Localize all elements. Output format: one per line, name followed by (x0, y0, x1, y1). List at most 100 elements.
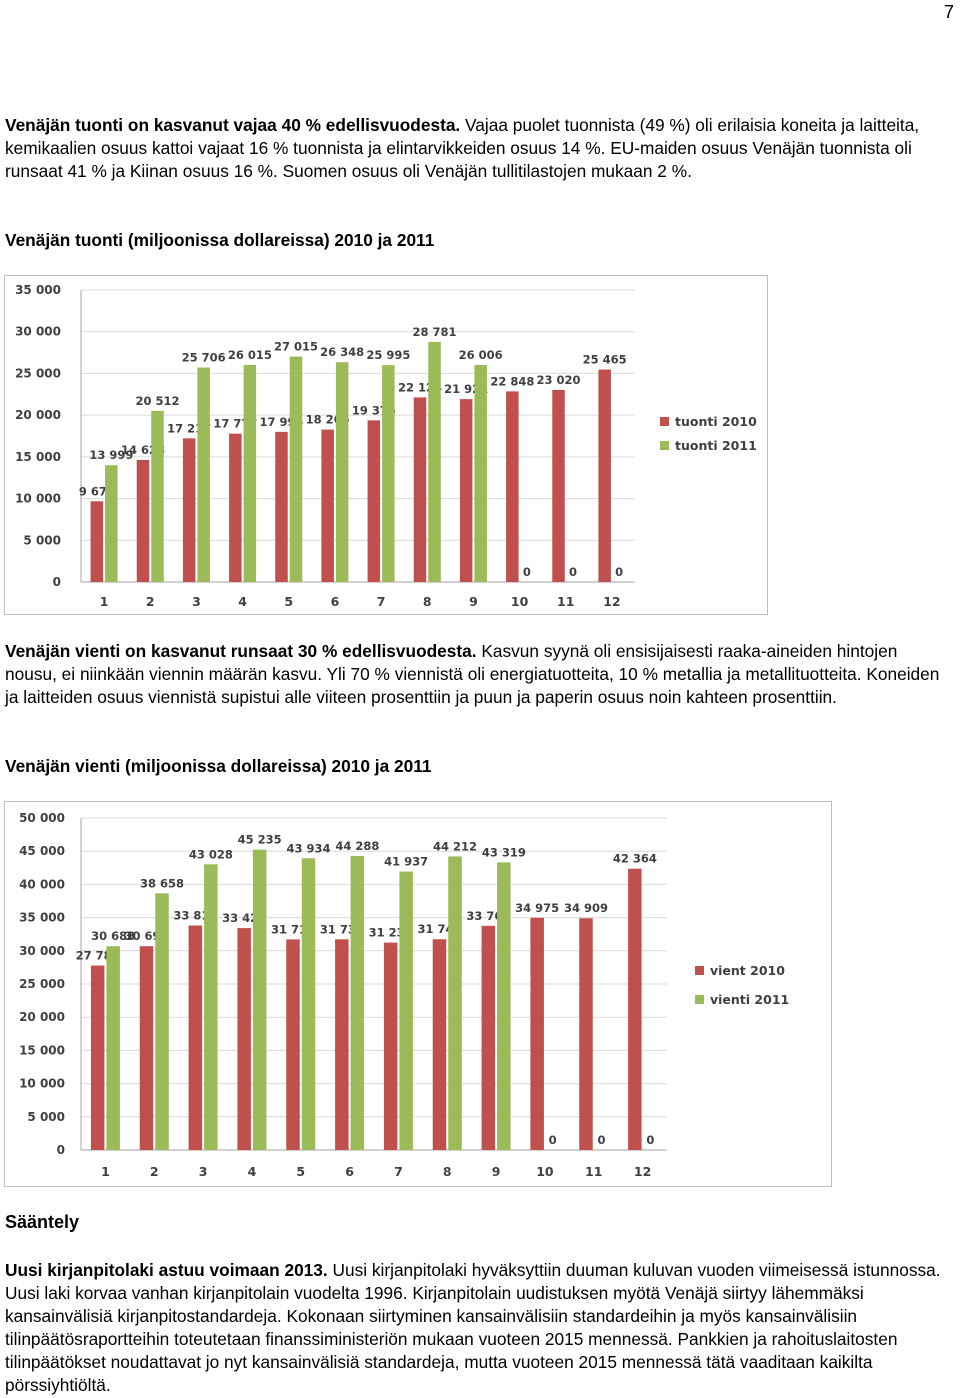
bar-a (286, 939, 300, 1150)
data-label: 30 688 (91, 929, 135, 943)
data-label: 26 006 (459, 348, 503, 362)
export-lead: Venäjän vienti on kasvanut runsaat 30 % … (5, 641, 477, 661)
legend-swatch (660, 417, 669, 426)
x-tick-label: 8 (443, 1164, 452, 1179)
data-label: 20 512 (135, 394, 179, 408)
bar-a (229, 433, 242, 582)
x-tick-label: 10 (536, 1164, 554, 1179)
bar-b (448, 856, 462, 1150)
bar-a (598, 369, 611, 582)
data-label: 0 (597, 1133, 605, 1147)
bar-b (155, 893, 169, 1150)
data-label: 0 (549, 1133, 557, 1147)
bar-b (204, 864, 218, 1150)
bar-b (428, 341, 441, 582)
bar-a (237, 928, 251, 1150)
data-label: 26 015 (228, 348, 272, 362)
bar-b (382, 365, 395, 582)
bar-a (367, 420, 381, 582)
y-tick-label: 5 000 (27, 1110, 65, 1124)
y-tick-label: 15 000 (15, 450, 61, 464)
accounting-body: Uusi kirjanpitolaki hyväksyttiin duuman … (5, 1260, 941, 1395)
y-tick-label: 25 000 (19, 977, 65, 991)
data-label: 26 348 (320, 345, 364, 359)
data-label: 0 (646, 1133, 654, 1147)
bar-a (413, 397, 427, 582)
x-tick-label: 2 (150, 1164, 159, 1179)
bar-a (139, 946, 154, 1150)
x-tick-label: 4 (248, 1164, 257, 1179)
y-tick-label: 5 000 (23, 533, 61, 547)
bar-a (188, 925, 203, 1150)
x-tick-label: 11 (557, 594, 574, 609)
data-label: 13 999 (89, 448, 133, 462)
data-label: 25 995 (366, 348, 410, 362)
bar-b (243, 364, 257, 582)
x-tick-label: 4 (238, 594, 247, 609)
bar-a (182, 438, 196, 582)
bar-a (90, 965, 105, 1150)
data-label: 43 934 (286, 841, 330, 855)
x-tick-label: 1 (101, 1164, 110, 1179)
y-tick-label: 50 000 (19, 811, 65, 825)
y-tick-label: 40 000 (19, 877, 65, 891)
legend-label: tuonti 2010 (675, 414, 757, 429)
x-tick-label: 5 (284, 594, 293, 609)
x-tick-label: 7 (394, 1164, 403, 1179)
accounting-paragraph: Uusi kirjanpitolaki astuu voimaan 2013. … (5, 1259, 950, 1397)
data-label: 44 212 (433, 839, 477, 853)
data-label: 28 781 (412, 325, 456, 339)
bar-b (289, 356, 303, 582)
x-tick-label: 9 (469, 594, 478, 609)
y-tick-label: 0 (57, 1143, 65, 1157)
bar-a (579, 918, 593, 1150)
bar-a (459, 399, 473, 582)
import-chart-heading: Venäjän tuonti (miljoonissa dollareissa)… (5, 230, 435, 250)
accounting-lead: Uusi kirjanpitolaki astuu voimaan 2013. (5, 1260, 328, 1280)
legend-label: vient 2010 (710, 963, 785, 978)
bar-b (301, 858, 316, 1150)
bar-a (383, 942, 398, 1150)
export-body: Kasvun syynä oli ensisijaisesti raaka-ai… (5, 641, 940, 707)
data-label: 43 319 (482, 845, 526, 859)
x-tick-label: 12 (634, 1164, 651, 1179)
y-tick-label: 30 000 (19, 944, 65, 958)
x-tick-label: 7 (377, 594, 386, 609)
data-label: 22 848 (490, 374, 534, 388)
y-tick-label: 10 000 (15, 492, 61, 506)
import-paragraph: Venäjän tuonti on kasvanut vajaa 40 % ed… (5, 114, 950, 183)
data-label: 0 (569, 565, 577, 579)
bar-a (275, 431, 288, 582)
bar-a (481, 925, 496, 1150)
y-tick-label: 15 000 (19, 1043, 65, 1057)
bar-a (432, 939, 447, 1150)
data-label: 42 364 (613, 852, 657, 866)
x-tick-label: 8 (423, 594, 432, 609)
data-label: 45 235 (238, 833, 282, 847)
bar-a (335, 939, 349, 1150)
data-label: 0 (523, 565, 531, 579)
y-tick-label: 10 000 (19, 1077, 65, 1091)
y-tick-label: 30 000 (15, 325, 61, 339)
bar-a (628, 868, 642, 1150)
legend-label: vienti 2011 (710, 992, 789, 1007)
data-label: 0 (615, 565, 623, 579)
x-tick-label: 2 (146, 594, 155, 609)
bar-a (136, 459, 150, 582)
bar-b (474, 365, 487, 582)
bar-b (105, 465, 118, 582)
bar-a (321, 429, 334, 582)
import-lead: Venäjän tuonti on kasvanut vajaa 40 % ed… (5, 115, 461, 135)
x-tick-label: 6 (345, 1164, 354, 1179)
bar-b (252, 849, 267, 1150)
y-tick-label: 35 000 (15, 283, 61, 297)
bar-b (151, 410, 164, 582)
x-tick-label: 1 (100, 594, 109, 609)
regulation-heading: Sääntely (5, 1212, 80, 1232)
data-label: 43 028 (189, 847, 233, 861)
bar-b (106, 946, 120, 1150)
